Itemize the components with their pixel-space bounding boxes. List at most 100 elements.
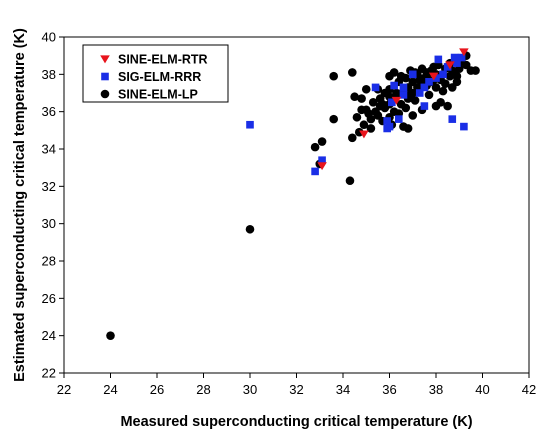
data-point-square [399, 83, 408, 92]
data-point-circle [443, 101, 452, 111]
data-point-square [383, 117, 391, 125]
data-point-circle [403, 124, 413, 133]
data-point-circle [406, 90, 415, 100]
data-point-square [383, 124, 391, 133]
data-point-circle [329, 114, 339, 124]
data-point-square [408, 70, 417, 79]
x-axis-ticks: 22 24 26 28 30 32 34 36 38 40 42 [57, 373, 536, 397]
data-point-circle [385, 71, 394, 81]
data-point-circle [357, 105, 366, 115]
data-point-circle [371, 107, 380, 116]
x-tick-label: 22 [57, 382, 71, 397]
data-point-circle [354, 127, 364, 137]
y-tick-label: 26 [42, 291, 56, 306]
data-point-circle [424, 90, 434, 100]
y-tick-label: 28 [42, 254, 56, 269]
x-tick-label: 36 [382, 382, 396, 397]
data-point-circle [364, 109, 373, 118]
data-point-square [415, 89, 424, 97]
legend-items: SINE-ELM-RTR SIG-ELM-RRR SINE-ELM-LP [100, 53, 208, 102]
data-point-triangle-down [459, 48, 469, 57]
legend: SINE-ELM-RTR SIG-ELM-RRR SINE-ELM-LP [82, 44, 229, 103]
data-point-circle [348, 133, 357, 143]
x-tick-label: 28 [196, 382, 210, 397]
data-point-circle [436, 98, 445, 107]
x-tick-label: 34 [336, 382, 350, 397]
data-point-square [460, 122, 468, 131]
data-point-circle [438, 86, 448, 96]
data-point-circle [345, 176, 355, 186]
data-point-circle [389, 107, 399, 116]
x-tick-label: 38 [429, 382, 443, 397]
legend-label: SINE-ELM-LP [118, 88, 198, 102]
y-tick-label: 32 [42, 179, 56, 194]
legend-symbol-square [101, 72, 109, 81]
data-point-square [420, 102, 429, 110]
data-point-square [388, 98, 396, 107]
y-tick-label: 22 [42, 366, 56, 381]
data-point-square [371, 83, 380, 92]
data-point-circle [352, 112, 362, 122]
data-point-square [246, 120, 254, 129]
data-point-circle [317, 137, 327, 146]
data-point-circle [441, 79, 450, 88]
data-point-circle [350, 92, 359, 102]
data-point-circle [378, 99, 387, 109]
data-point-square [311, 167, 319, 176]
legend-symbol-circle [100, 89, 110, 99]
data-point-square [453, 59, 461, 67]
data-point-triangle-down [428, 72, 439, 81]
data-point-square [450, 53, 459, 62]
data-point-square [420, 83, 429, 92]
data-point-triangle-down [391, 96, 402, 105]
legend-symbol-triangle-down [100, 55, 110, 64]
data-point-circle [396, 71, 406, 81]
data-point-circle [415, 75, 425, 85]
data-point-square [432, 74, 440, 82]
x-tick-label: 40 [475, 382, 489, 397]
data-point-circle [368, 98, 378, 107]
data-points [106, 48, 480, 340]
data-point-circle [366, 124, 376, 133]
data-point-square [390, 81, 398, 90]
y-tick-label: 30 [42, 216, 56, 231]
data-point-square [443, 63, 452, 71]
data-point-square [399, 91, 408, 99]
y-tick-label: 40 [42, 30, 56, 45]
y-tick-label: 24 [42, 328, 56, 343]
x-tick-label: 24 [103, 382, 117, 397]
data-point-square [395, 115, 403, 123]
y-tick-label: 38 [42, 67, 56, 82]
data-point-circle [447, 83, 457, 92]
y-axis-ticks: 22 24 26 28 30 32 34 36 38 40 [42, 30, 64, 381]
data-point-triangle-down [445, 61, 455, 70]
data-point-circle [106, 331, 115, 340]
data-point-square [434, 55, 443, 64]
x-tick-label: 42 [522, 382, 536, 397]
data-point-square [448, 115, 457, 123]
data-point-triangle-down [317, 162, 327, 171]
x-tick-label: 30 [243, 382, 257, 397]
data-point-circle [310, 142, 320, 152]
data-point-square [425, 78, 433, 86]
y-tick-label: 34 [42, 142, 56, 157]
data-point-square [439, 70, 447, 79]
x-axis-title: Measured superconducting critical temper… [120, 414, 472, 430]
x-tick-label: 32 [289, 382, 303, 397]
data-point-circle [359, 120, 369, 130]
data-point-square [457, 53, 466, 62]
data-point-circle [471, 66, 480, 75]
data-point-circle [348, 68, 357, 77]
data-point-circle [401, 103, 411, 113]
data-point-circle [408, 111, 418, 120]
legend-label: SINE-ELM-RTR [118, 53, 208, 67]
data-point-square [318, 156, 326, 164]
y-axis-title: Estimated superconducting critical tempe… [12, 28, 28, 382]
data-point-circle [422, 68, 432, 77]
legend-label: SIG-ELM-RRR [118, 70, 201, 84]
y-tick-label: 36 [42, 104, 56, 119]
data-point-circle [357, 94, 366, 103]
data-point-triangle-down [359, 130, 369, 139]
data-point-circle [361, 84, 371, 94]
